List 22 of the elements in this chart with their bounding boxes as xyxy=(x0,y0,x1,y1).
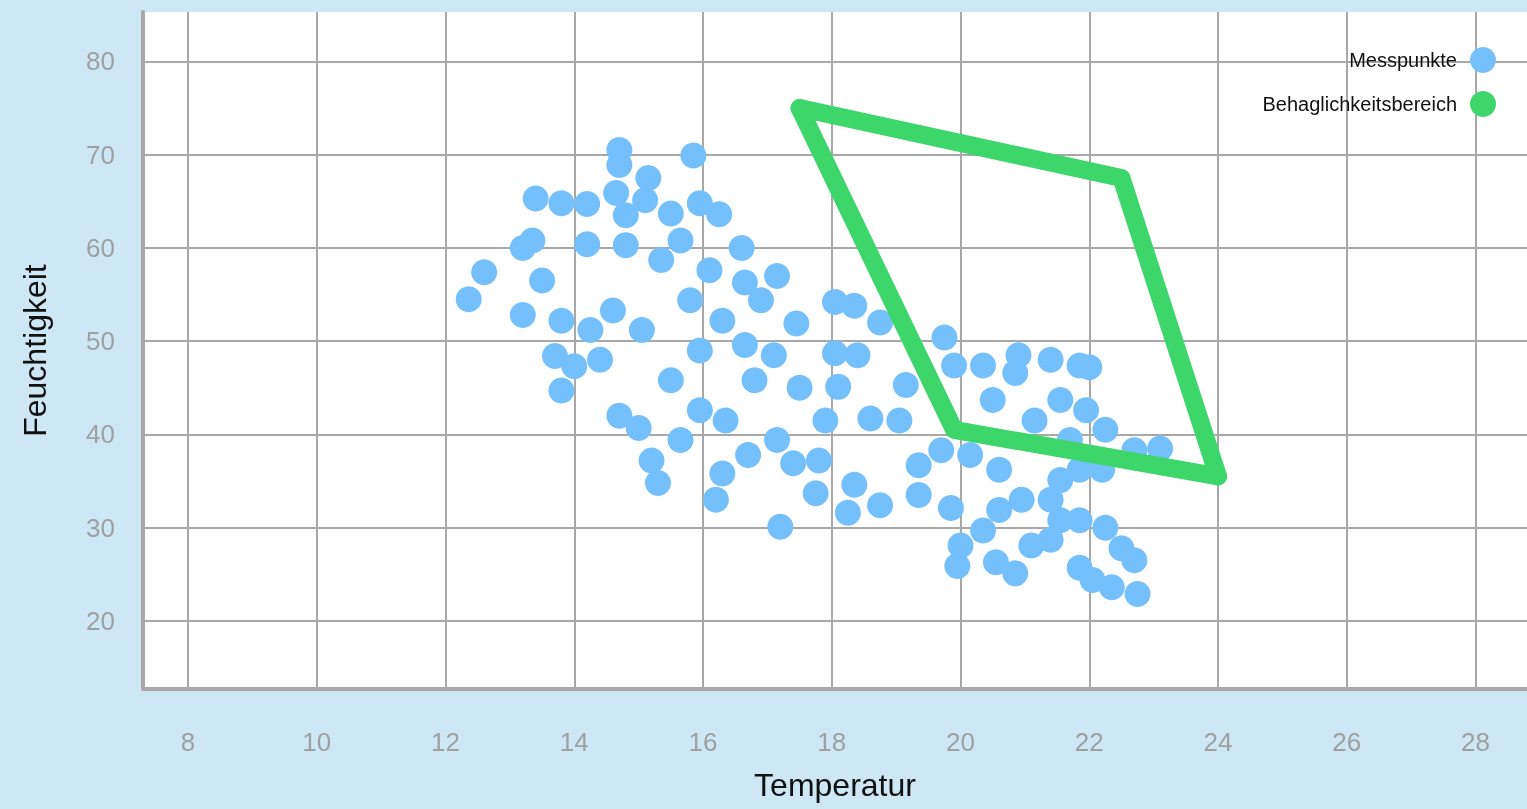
x-tick-label: 24 xyxy=(1203,727,1233,757)
x-tick-label: 18 xyxy=(817,727,847,757)
y-tick-label: 20 xyxy=(86,605,115,636)
x-tick-label: 28 xyxy=(1461,727,1490,757)
y-tick-label: 30 xyxy=(86,512,115,543)
y-tick-label: 50 xyxy=(86,326,115,357)
x-axis-title: Temperatur xyxy=(754,767,917,803)
legend-label: Messpunkte xyxy=(1349,49,1457,71)
y-tick-label: 60 xyxy=(86,232,115,263)
x-tick-label: 16 xyxy=(688,727,718,757)
y-tick-label: 70 xyxy=(86,139,115,170)
y-axis-title: Feuchtigkeit xyxy=(17,264,53,437)
x-tick-label: 26 xyxy=(1332,727,1362,757)
y-tick-label: 80 xyxy=(86,46,115,77)
x-tick-label: 22 xyxy=(1074,727,1104,757)
x-tick-label: 14 xyxy=(559,727,589,757)
legend-label: Behaglichkeitsbereich xyxy=(1262,93,1457,115)
x-tick-label: 12 xyxy=(431,727,461,757)
y-tick-label: 40 xyxy=(86,419,115,450)
x-tick-label: 10 xyxy=(302,727,332,757)
x-tick-label: 8 xyxy=(180,727,196,757)
x-tick-label: 20 xyxy=(946,727,975,757)
